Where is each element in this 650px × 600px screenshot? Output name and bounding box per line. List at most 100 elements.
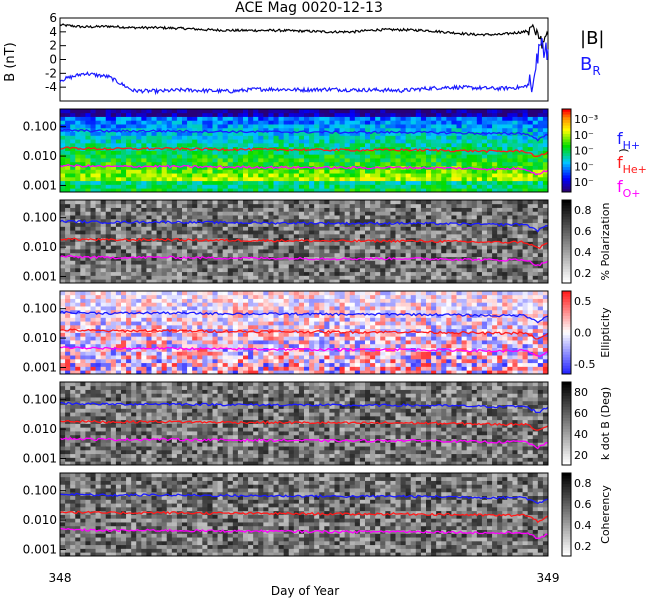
heatmap-cell [70, 233, 76, 239]
heatmap-cell [70, 264, 76, 269]
heatmap-cell [126, 150, 132, 155]
heatmap-cell [339, 135, 346, 140]
heatmap-cell [212, 142, 218, 148]
heatmap-cell [202, 127, 208, 133]
heatmap-cell [136, 264, 142, 269]
heatmap-cell [385, 264, 391, 269]
heatmap-cell [197, 291, 203, 296]
heatmap-cell [344, 131, 351, 136]
heatmap-cell [344, 222, 351, 227]
heatmap-cell [512, 275, 518, 280]
heatmap-cell [141, 347, 147, 352]
heatmap-cell [248, 142, 254, 148]
heatmap-cell [344, 267, 351, 273]
heatmap-cell [532, 146, 539, 151]
heatmap-cell [522, 116, 529, 121]
heatmap-cell [263, 245, 269, 250]
heatmap-cell [410, 211, 417, 216]
heatmap-cell [359, 241, 366, 246]
heatmap-cell [90, 207, 96, 212]
heatmap-cell [471, 109, 478, 114]
heatmap-cell [131, 200, 137, 205]
heatmap-cell [436, 252, 442, 257]
heatmap-cell [100, 313, 107, 318]
heatmap-cell [420, 158, 427, 163]
heatmap-cell [451, 180, 457, 185]
heatmap-cell [151, 309, 157, 315]
heatmap-cell [90, 302, 96, 307]
heatmap-cell [522, 256, 529, 261]
heatmap-cell [400, 169, 407, 174]
heatmap-cell [309, 173, 315, 178]
heatmap-cell [166, 370, 173, 375]
heatmap-cell [187, 370, 193, 375]
heatmap-cell [431, 127, 437, 133]
heatmap-cell [232, 184, 239, 189]
heatmap-cell [248, 200, 254, 205]
heatmap-cell [105, 306, 112, 311]
heatmap-cell [334, 135, 340, 140]
heatmap-cell [390, 249, 396, 254]
heatmap-cell [227, 249, 234, 254]
heatmap-cell [283, 233, 290, 239]
heatmap-cell [80, 180, 86, 185]
heatmap-cell [415, 173, 422, 178]
heatmap-cell [248, 173, 254, 178]
heatmap-cell [171, 249, 178, 254]
heatmap-cell [151, 249, 157, 254]
heatmap-cell [161, 298, 168, 303]
heatmap-cell [182, 306, 188, 311]
heatmap-cell [126, 294, 132, 299]
heatmap-cell [85, 362, 91, 367]
colorbar-step [562, 125, 571, 129]
heatmap-cell [126, 340, 132, 345]
heatmap-cell [70, 336, 76, 341]
heatmap-cell [420, 124, 427, 129]
heatmap-cell [415, 200, 422, 205]
heatmap-cell [400, 226, 407, 231]
heatmap-cell [481, 215, 488, 220]
heatmap-cell [121, 256, 127, 261]
heatmap-cell [232, 176, 239, 182]
heatmap-cell [507, 169, 513, 174]
heatmap-cell [405, 275, 412, 280]
heatmap-cell [75, 142, 81, 148]
heatmap-cell [222, 109, 229, 114]
heatmap-cell [95, 256, 102, 261]
heatmap-cell [121, 302, 127, 307]
heatmap-cell [121, 298, 127, 303]
heatmap-cell [176, 158, 183, 163]
heatmap-cell [121, 207, 127, 212]
heatmap-cell [446, 135, 452, 140]
heatmap-cell [283, 139, 290, 144]
heatmap-cell [187, 203, 193, 208]
heatmap-cell [431, 237, 437, 242]
heatmap-cell [324, 112, 330, 117]
heatmap-cell [146, 264, 152, 269]
heatmap-cell [253, 200, 259, 205]
heatmap-cell [197, 306, 203, 311]
colorbar-step [562, 120, 571, 124]
heatmap-cell [375, 241, 381, 246]
heatmap-cell [105, 313, 112, 318]
heatmap-cell [105, 351, 112, 356]
heatmap-cell [151, 165, 157, 170]
heatmap-cell [507, 139, 513, 144]
heatmap-cell [405, 150, 412, 155]
heatmap-cell [492, 245, 498, 250]
heatmap-cell [227, 275, 234, 280]
heatmap-cell [212, 271, 218, 276]
heatmap-cell [481, 226, 488, 231]
heatmap-cell [197, 161, 203, 166]
heatmap-cell [481, 267, 488, 273]
heatmap-cell [131, 120, 137, 125]
heatmap-cell [309, 215, 315, 220]
heatmap-cell [60, 302, 66, 307]
heatmap-cell [334, 271, 340, 276]
heatmap-cell [476, 215, 483, 220]
heatmap-cell [70, 328, 76, 333]
heatmap-cell [171, 116, 178, 121]
heatmap-cell [217, 203, 224, 208]
heatmap-cell [502, 188, 508, 193]
heatmap-cell [217, 260, 224, 265]
